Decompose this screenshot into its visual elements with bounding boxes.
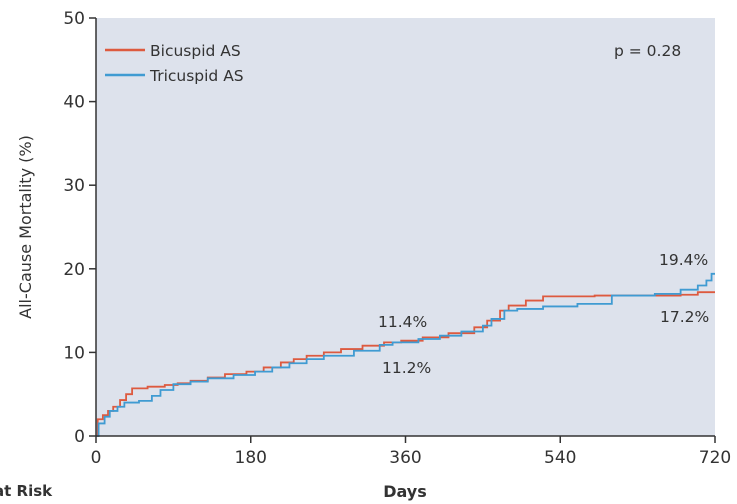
x-tick-label: 540 [544, 448, 576, 468]
bicuspid-360-value: 11.4% [378, 313, 427, 331]
y-axis-title: All-Cause Mortality (%) [16, 135, 35, 319]
y-tick-label: 50 [63, 9, 85, 29]
legend-label-tricuspid: Tricuspid AS [149, 67, 244, 85]
plot-area [96, 18, 715, 436]
y-tick-label: 20 [63, 260, 85, 280]
y-tick-label: 40 [63, 93, 85, 113]
tricuspid-720-value: 19.4% [659, 251, 708, 269]
series-layer [96, 272, 715, 437]
x-tick-label: 0 [91, 448, 102, 468]
tricuspid-360-value: 11.2% [382, 359, 431, 377]
legend: Bicuspid AS Tricuspid AS [105, 42, 244, 85]
p-value-label: p = 0.28 [614, 42, 681, 60]
at-risk-label: at Risk [0, 482, 53, 500]
x-axis-title: Days [383, 482, 427, 501]
legend-label-bicuspid: Bicuspid AS [150, 42, 241, 60]
y-tick-label: 10 [63, 343, 85, 363]
tick-layer: 0 180 360 540 720 0 10 20 30 40 50 [63, 9, 731, 468]
y-tick-label: 0 [74, 427, 85, 447]
series-line-tricuspid [96, 272, 715, 437]
x-tick-label: 360 [389, 448, 421, 468]
x-tick-label: 180 [235, 448, 267, 468]
x-tick-label: 720 [699, 448, 731, 468]
y-tick-label: 30 [63, 176, 85, 196]
bicuspid-720-value: 17.2% [660, 308, 709, 326]
